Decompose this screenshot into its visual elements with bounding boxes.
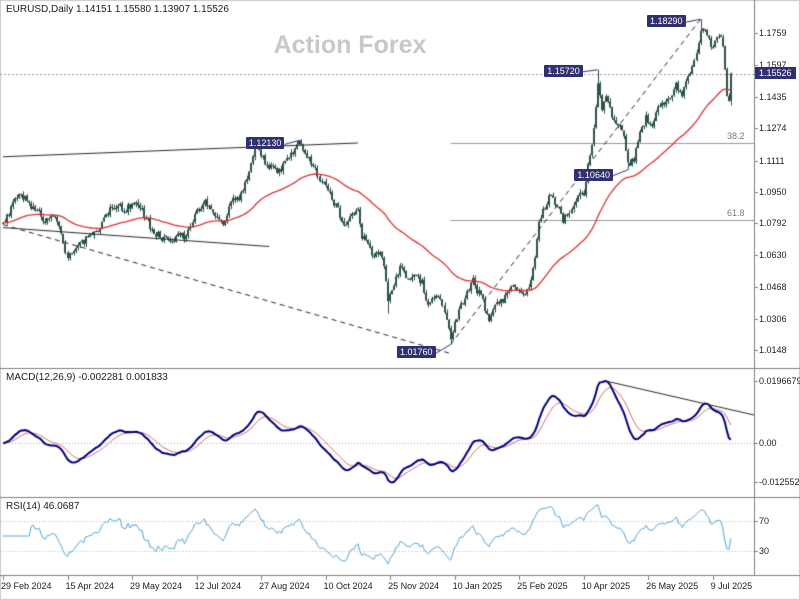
price-axis-tick: 1.0630 bbox=[759, 250, 787, 261]
price-axis-tick: 1.0792 bbox=[759, 218, 787, 229]
rsi-indicator-label: RSI(14) 46.0687 bbox=[6, 501, 80, 512]
time-axis-label: 12 Jul 2024 bbox=[194, 581, 242, 591]
time-axis-label: 9 Jul 2025 bbox=[710, 581, 753, 591]
fib-level-label: 38.2 bbox=[727, 131, 745, 142]
watermark: Action Forex bbox=[273, 31, 427, 59]
price-axis-tick: 1.1435 bbox=[759, 91, 787, 102]
time-axis-label: 10 Jan 2025 bbox=[452, 581, 503, 591]
price-axis-tick: 1.0306 bbox=[759, 313, 787, 324]
price-level-annotation[interactable]: 1.18290 bbox=[647, 15, 686, 28]
rsi-axis-tick: 70 bbox=[759, 516, 770, 526]
price-axis-tick: 1.0468 bbox=[759, 282, 787, 293]
macd-axis-tick: -0.0125521 bbox=[759, 477, 800, 488]
time-axis-label: 26 May 2025 bbox=[646, 581, 699, 591]
current-price-tag: 1.15526 bbox=[755, 66, 796, 79]
time-axis-label: 29 May 2024 bbox=[130, 581, 183, 591]
price-level-annotation[interactable]: 1.01760 bbox=[397, 346, 436, 359]
price-axis-tick: 1.1274 bbox=[759, 123, 787, 134]
price-axis-tick: 1.1111 bbox=[759, 155, 785, 166]
price-level-annotation[interactable]: 1.12130 bbox=[245, 137, 285, 150]
time-axis-label: 10 Apr 2025 bbox=[581, 581, 631, 591]
macd-axis-tick: 0.0196679 bbox=[759, 376, 800, 386]
price-level-annotation[interactable]: 1.15720 bbox=[544, 64, 583, 77]
macd-axis-tick: 0.00 bbox=[759, 438, 777, 448]
time-axis-label: 25 Feb 2025 bbox=[517, 581, 568, 591]
time-axis-label: 29 Feb 2024 bbox=[1, 581, 52, 591]
symbol-ohlc-header: EURUSD,Daily 1.14151 1.15580 1.13907 1.1… bbox=[6, 4, 229, 15]
time-axis-label: 27 Aug 2024 bbox=[259, 581, 310, 591]
fib-level-label: 61.8 bbox=[727, 208, 745, 219]
time-axis-label: 25 Nov 2024 bbox=[388, 581, 440, 591]
macd-indicator-label: MACD(12,26,9) -0.002281 0.001833 bbox=[6, 372, 168, 383]
price-axis-tick: 1.1597 bbox=[759, 59, 787, 70]
time-axis-label: 10 Oct 2024 bbox=[323, 581, 373, 591]
price-axis-tick: 1.1759 bbox=[759, 28, 787, 38]
price-level-annotation[interactable]: 1.10640 bbox=[574, 168, 613, 181]
price-axis-tick: 1.0950 bbox=[759, 187, 787, 198]
time-axis-label: 15 Apr 2024 bbox=[65, 581, 115, 591]
rsi-axis-tick: 30 bbox=[759, 546, 770, 556]
price-axis-tick: 1.0148 bbox=[759, 345, 787, 355]
